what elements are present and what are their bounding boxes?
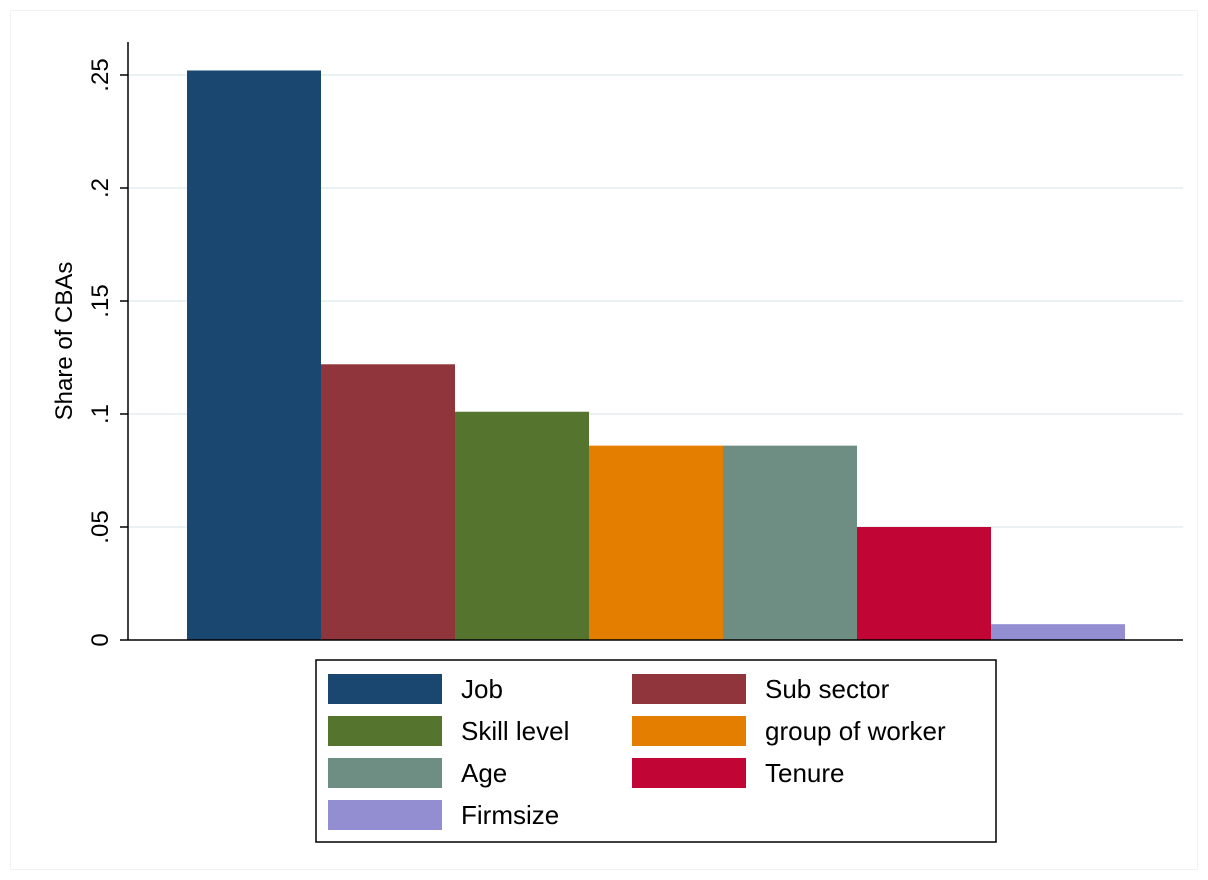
y-tick-label: .2 — [87, 178, 114, 198]
y-tick-label: .15 — [87, 284, 114, 317]
legend-swatch-job — [328, 674, 442, 704]
legend-label: Job — [461, 674, 503, 704]
axes — [127, 42, 1183, 641]
y-axis-title: Share of CBAs — [51, 262, 78, 421]
y-axis-ticks: 0 .05 .1 .15 .2 .25 — [87, 58, 128, 647]
legend-label: Sub sector — [765, 674, 890, 704]
bars — [187, 70, 1125, 641]
y-tick-label: 0 — [87, 633, 114, 646]
bar-firmsize — [991, 624, 1125, 640]
legend-label: Tenure — [765, 758, 845, 788]
bar-job — [187, 70, 321, 641]
legend-label: Age — [461, 758, 507, 788]
legend: Job Sub sector Skill level group of worker A… — [315, 659, 997, 843]
legend-swatch-firmsize — [328, 800, 442, 830]
legend-swatch-sub-sector — [632, 674, 746, 704]
legend-swatch-skill-level — [328, 716, 442, 746]
legend-swatch-tenure — [632, 758, 746, 788]
legend-label: Firmsize — [461, 800, 559, 830]
y-tick-label: .05 — [87, 510, 114, 543]
y-tick-label: .25 — [87, 58, 114, 91]
bar-group-of-worker — [589, 445, 723, 640]
legend-label: Skill level — [461, 716, 569, 746]
legend-swatch-age — [328, 758, 442, 788]
bar-age — [723, 445, 857, 640]
graph-region-border — [10, 10, 1198, 870]
legend-swatch-group-of-worker — [632, 716, 746, 746]
bar-skill-level — [455, 411, 589, 640]
bar-sub-sector — [321, 364, 455, 640]
legend-label: group of worker — [765, 716, 946, 746]
y-tick-label: .1 — [87, 404, 114, 424]
bar-tenure — [857, 527, 991, 640]
